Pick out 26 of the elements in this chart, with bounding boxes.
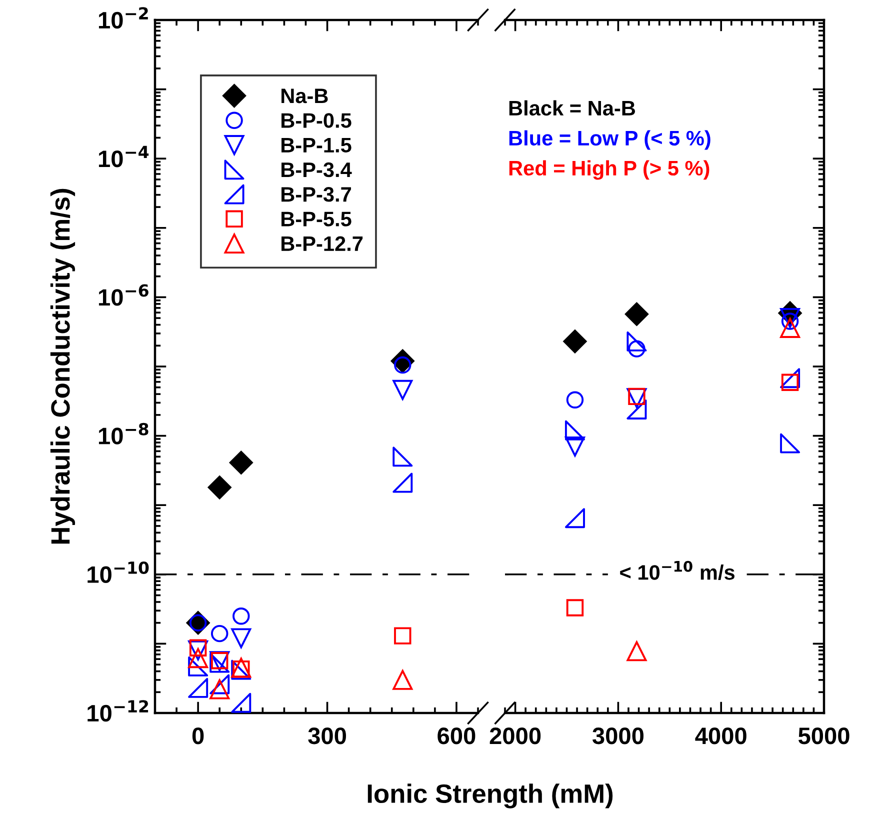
annotation: Blue = Low P (< 5 %): [509, 130, 710, 150]
legend-label: B-P-1.5: [282, 138, 352, 153]
x-tick-label: 3000: [592, 728, 644, 744]
legend-label: B-P-0.5: [282, 113, 352, 128]
y-tick-label: 10$^{−8}$: [98, 422, 148, 444]
x-tick-label: 4000: [695, 728, 746, 744]
x-tick-label: 0: [192, 728, 204, 744]
x-axis-title: Ionic Strength (mM): [368, 784, 613, 808]
legend-label: Na-B: [282, 88, 328, 104]
legend-label: B-P-12.7: [282, 236, 363, 251]
x-tick-label: 2000: [490, 728, 541, 744]
y-tick-label: 10$^{−10}$: [88, 561, 149, 584]
annotation: Black = Na-B: [509, 100, 636, 116]
ref-line-label: < 10$^{−10}$ m/s: [620, 560, 734, 580]
y-tick-label: 10$^{−6}$: [98, 284, 148, 306]
annotation: Red = High P (> 5 %): [509, 160, 710, 180]
x-tick-label: 300: [308, 728, 346, 744]
y-axis-title: Hydraulic Conductivity (m/s): [50, 188, 76, 544]
x-tick-label: 5000: [798, 728, 850, 744]
y-tick-label: 10$^{−4}$: [98, 146, 149, 168]
legend-label: B-P-5.5: [282, 212, 352, 226]
y-tick-label: 10$^{−12}$: [88, 700, 148, 722]
legend-label: B-P-3.4: [282, 162, 352, 178]
x-tick-label: 600: [438, 728, 476, 744]
legend-label: B-P-3.7: [282, 187, 351, 202]
y-tick-label: 10$^{−2}$: [98, 7, 148, 29]
